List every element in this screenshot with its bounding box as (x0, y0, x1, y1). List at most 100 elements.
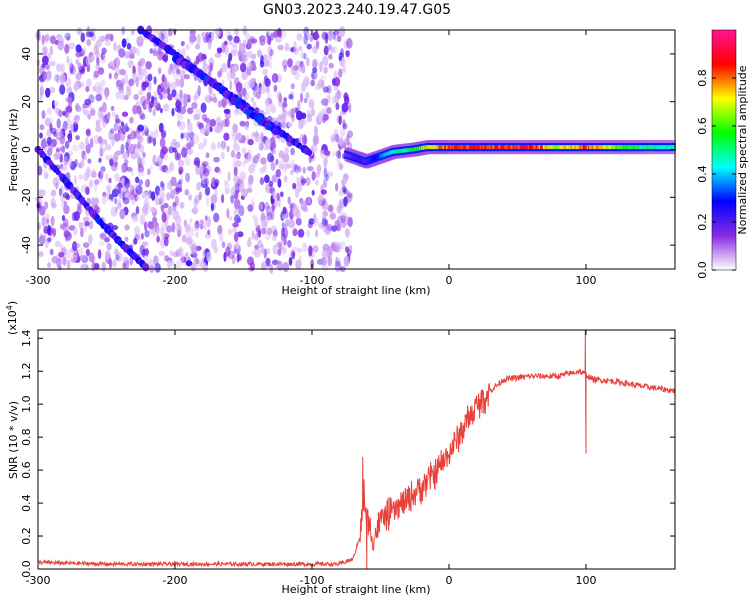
spectrogram-cell (143, 221, 148, 232)
spectrogram-cell (146, 168, 151, 176)
spectrogram-cell (45, 218, 50, 224)
spectrogram-cell (233, 166, 238, 177)
spectrogram-cell (321, 99, 329, 106)
spectrogram-cell (152, 108, 156, 117)
spectrogram-cell (65, 249, 72, 259)
x-tick-label: 0 (445, 574, 452, 587)
spectrogram-cell (138, 34, 145, 44)
chart-title: GN03.2023.240.19.47.G05 (263, 2, 451, 18)
snr-xlabel: Height of straight line (km) (281, 583, 430, 596)
spectrogram-cell (68, 96, 73, 104)
spectrogram-cell (161, 212, 167, 223)
spectrogram-cell (301, 62, 305, 73)
spectrogram-cell (213, 212, 220, 223)
spectrogram-cell (126, 89, 132, 96)
spectrogram-cell (328, 62, 334, 69)
spectrogram-cell (122, 197, 130, 205)
spectrogram-cell (273, 84, 278, 92)
spectrogram-cell (296, 180, 303, 188)
spectrogram-cell (48, 86, 56, 94)
spectrogram-cell (91, 168, 96, 178)
spectrogram-cell (218, 231, 224, 242)
spectrogram-cell (284, 42, 290, 52)
spectrogram-cell (41, 110, 46, 120)
snr-frame (37, 329, 676, 570)
spectrogram-cell (90, 171, 97, 179)
spectrogram-cell (233, 214, 241, 223)
spectrogram-cell (171, 89, 177, 98)
spectrogram-cell (264, 218, 268, 227)
spectrogram-cell (235, 132, 243, 141)
spectrogram-cell (232, 141, 237, 152)
y-tick-label: 0 (20, 146, 33, 153)
spectrogram-cell (139, 144, 145, 155)
spectrogram-cell (289, 169, 294, 176)
spectrogram-y-ticks: -40 -20 0 20 40 (20, 47, 675, 254)
spectrogram-cell (282, 214, 286, 220)
spectrogram-cell (102, 118, 107, 128)
spectrogram-cell (290, 65, 298, 76)
spectrogram-cell (329, 46, 336, 53)
snr-scale-factor: (x104) (5, 301, 19, 335)
spectrogram-cell (209, 119, 217, 127)
spectrogram-cell (282, 118, 286, 129)
spectrogram-cell (305, 57, 310, 67)
spectrogram-cell (136, 36, 144, 47)
spectrogram-cell (345, 50, 350, 58)
spectrogram-cell (210, 31, 215, 40)
spectrogram-cell (339, 26, 346, 37)
spectrogram-cell (312, 67, 318, 74)
spectrogram-cell (255, 91, 262, 100)
spectrogram-cell (124, 73, 129, 84)
spectrogram-cell (60, 165, 68, 172)
spectrogram-cell (230, 186, 236, 195)
spectrogram-cell (44, 201, 49, 210)
spectrogram-cell (195, 231, 199, 239)
spectrogram-cell (331, 95, 337, 105)
spectrogram-cell (136, 235, 142, 244)
colorbar-gradient (711, 29, 737, 271)
spectrogram-cell (181, 147, 188, 158)
spectrogram-cell (39, 132, 43, 139)
spectrogram-cell (244, 81, 251, 90)
spectrogram-cell (42, 70, 47, 81)
spectrogram-cell (126, 42, 132, 50)
spectrogram-cell (175, 100, 183, 108)
spectrogram-cell (348, 245, 353, 254)
spectrogram-cell (70, 124, 74, 131)
spectrogram-cell (61, 201, 65, 209)
spectrogram-cell (41, 216, 46, 227)
spectrogram-cell (139, 57, 146, 67)
spectrogram-cell (217, 70, 222, 78)
spectrogram-cell (75, 105, 82, 113)
spectrogram-cell (200, 262, 207, 269)
spectrogram-cell (268, 53, 273, 61)
spectrogram-cell (180, 40, 185, 47)
spectrogram-cell (44, 238, 49, 249)
spectrogram-cell (47, 237, 52, 243)
spectrogram-cell (197, 142, 205, 150)
spectrogram-cell (191, 243, 198, 255)
spectrogram-cell (134, 234, 141, 241)
spectrogram-cell (277, 44, 284, 51)
spectrogram-cell (277, 178, 282, 188)
spectrogram-cell (44, 36, 49, 44)
spectrogram-cell (260, 220, 268, 228)
spectrogram-cell (264, 138, 271, 150)
spectrogram-cell (122, 262, 126, 269)
spectrogram-cell (72, 84, 78, 90)
spectrogram-cell (40, 139, 47, 149)
spectrogram-cell (266, 91, 272, 100)
spectrogram-cell (85, 248, 90, 256)
spectrogram-cell (204, 117, 211, 123)
spectrogram-cell (236, 252, 240, 263)
spectrogram-cell (78, 247, 84, 256)
colorbar: 0.0 0.2 0.4 0.6 0.8 Normalized spectral ampl… (696, 29, 749, 279)
spectrogram-cell (216, 117, 220, 126)
spectrogram-cell (204, 233, 212, 239)
spectrogram-cell (248, 174, 254, 185)
spectrogram-cell (336, 35, 342, 43)
spectrogram-cell (189, 126, 194, 133)
spectrogram-cell (229, 80, 233, 91)
spectrogram-cell (284, 223, 288, 230)
